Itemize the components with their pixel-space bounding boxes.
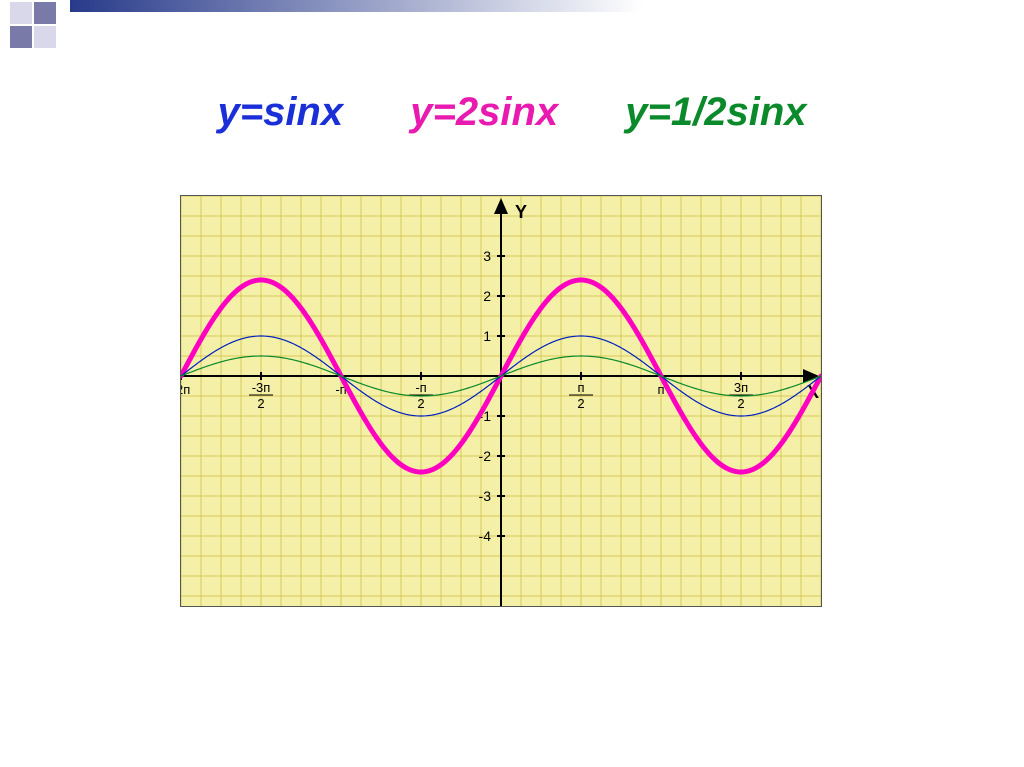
sine-chart-svg: YX123-1-2-3-4-2п-3п2-п-п2п2п3п2 — [181, 196, 821, 606]
svg-text:-п: -п — [415, 380, 426, 395]
svg-text:-2п: -2п — [181, 382, 190, 397]
svg-text:3: 3 — [483, 248, 491, 264]
slide-header-decor — [0, 0, 1024, 60]
svg-text:2: 2 — [257, 396, 264, 411]
svg-text:2: 2 — [577, 396, 584, 411]
svg-text:2: 2 — [417, 396, 424, 411]
svg-text:1: 1 — [483, 328, 491, 344]
formula-titles: y=sinx y=2sinx y=1/2sinx — [0, 90, 1024, 135]
svg-text:-3п: -3п — [252, 380, 271, 395]
title-sinx: y=sinx — [217, 90, 343, 135]
svg-text:-3: -3 — [479, 488, 492, 504]
title-halfsinx: y=1/2sinx — [625, 90, 806, 135]
svg-text:3п: 3п — [734, 380, 748, 395]
svg-text:2: 2 — [483, 288, 491, 304]
svg-text:п: п — [577, 380, 584, 395]
sine-chart: YX123-1-2-3-4-2п-3п2-п-п2п2п3п2 — [180, 195, 822, 607]
title-2sinx: y=2sinx — [410, 90, 558, 135]
svg-text:Y: Y — [515, 202, 527, 222]
svg-text:-4: -4 — [479, 528, 492, 544]
svg-text:2: 2 — [737, 396, 744, 411]
svg-text:-2: -2 — [479, 448, 492, 464]
